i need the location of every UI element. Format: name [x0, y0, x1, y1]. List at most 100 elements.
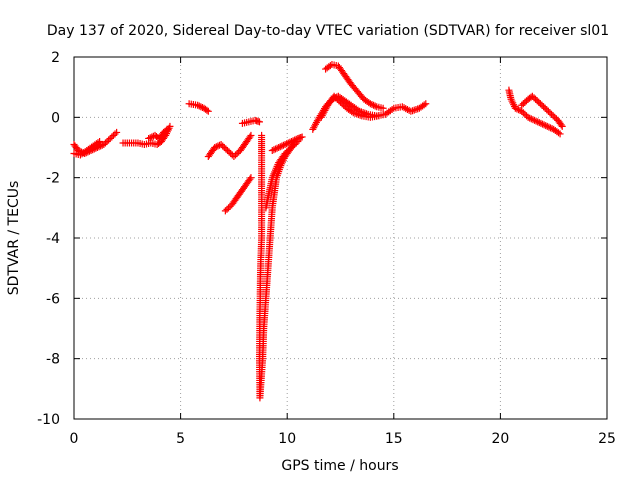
- data-point: [356, 111, 364, 119]
- data-point: [113, 128, 121, 136]
- data-point: [528, 92, 536, 100]
- data-point: [518, 101, 526, 109]
- series-track-03: [119, 122, 174, 148]
- data-point: [532, 117, 540, 125]
- data-point: [225, 148, 233, 156]
- data-point: [543, 122, 551, 130]
- data-point: [529, 116, 537, 124]
- data-point: [371, 102, 379, 110]
- series-track-08: [238, 116, 263, 127]
- data-point: [338, 100, 346, 108]
- data-point: [410, 106, 418, 114]
- data-point: [407, 107, 415, 115]
- data-point: [211, 144, 219, 151]
- data-point: [291, 136, 299, 144]
- data-point: [521, 110, 529, 118]
- series-track-16: [518, 92, 566, 130]
- y-tick-label: -10: [37, 412, 60, 428]
- data-point: [541, 104, 549, 112]
- y-tick-label: -6: [46, 291, 60, 307]
- x-tick-label: 20: [491, 431, 509, 447]
- data-point: [351, 109, 359, 117]
- series-track-10: [262, 137, 302, 212]
- data-point: [420, 101, 428, 109]
- data-point: [222, 145, 230, 153]
- data-point: [281, 140, 289, 148]
- series-track-09: [255, 131, 298, 402]
- data-point: [375, 112, 383, 120]
- data-point: [537, 119, 545, 127]
- grid-lines: [74, 57, 607, 419]
- x-tick-label: 10: [278, 431, 296, 447]
- data-point: [543, 106, 551, 114]
- data-point: [233, 150, 241, 158]
- data-point: [276, 143, 284, 151]
- data-point: [100, 140, 108, 148]
- data-point: [255, 118, 263, 126]
- y-tick-label: -8: [46, 352, 60, 368]
- y-tick-label: 0: [51, 110, 60, 126]
- data-point: [164, 125, 172, 133]
- data-point: [521, 98, 529, 106]
- data-point: [284, 147, 292, 155]
- data-point: [101, 139, 109, 147]
- data-point: [366, 100, 374, 108]
- data-point: [220, 144, 228, 151]
- data-point: [527, 115, 535, 123]
- y-tick-label: -4: [46, 231, 60, 247]
- data-point: [518, 107, 526, 115]
- data-point: [286, 138, 294, 146]
- data-point: [554, 129, 562, 137]
- data-point: [103, 137, 111, 145]
- data-point: [538, 101, 546, 109]
- data-point: [283, 140, 291, 148]
- data-point: [217, 140, 225, 148]
- data-point: [279, 141, 287, 149]
- data-points: [70, 61, 566, 402]
- data-point: [219, 142, 227, 150]
- series-track-12: [309, 92, 430, 133]
- data-point: [289, 137, 297, 145]
- data-point: [534, 118, 542, 126]
- data-point: [533, 97, 541, 105]
- series-track-02: [70, 137, 104, 159]
- series-track-14: [317, 92, 383, 121]
- data-point: [197, 103, 205, 111]
- data-point: [275, 144, 283, 151]
- series-track-11: [268, 133, 306, 155]
- data-point: [354, 111, 362, 119]
- data-point: [558, 122, 566, 130]
- data-point: [330, 92, 338, 100]
- data-point: [545, 123, 553, 131]
- data-point: [111, 130, 119, 138]
- data-point: [146, 134, 154, 142]
- data-point: [246, 175, 254, 183]
- data-point: [546, 109, 554, 117]
- data-point: [109, 131, 117, 139]
- data-point: [540, 121, 548, 129]
- data-point: [284, 139, 292, 147]
- data-point: [195, 102, 203, 110]
- series-track-04: [145, 125, 172, 142]
- data-point: [225, 204, 233, 212]
- data-point: [271, 145, 279, 153]
- y-tick-label: -2: [46, 171, 60, 187]
- data-point: [326, 62, 334, 70]
- data-point: [535, 98, 543, 106]
- data-point: [379, 104, 387, 112]
- y-tick-label: 2: [51, 50, 60, 66]
- data-point: [230, 153, 238, 161]
- series-track-13: [322, 61, 387, 112]
- data-point: [542, 122, 550, 130]
- axis-ticks: 0 5 10 15 20 25 -10 -8 -6 -4 -2 0 2: [37, 50, 616, 447]
- x-tick-label: 25: [598, 431, 616, 447]
- data-point: [203, 106, 211, 114]
- data-point: [524, 113, 532, 121]
- data-point: [422, 100, 430, 108]
- data-point: [556, 130, 564, 138]
- data-point: [370, 101, 378, 109]
- chart-title: Day 137 of 2020, Sidereal Day-to-day VTE…: [47, 23, 609, 39]
- data-point: [539, 120, 547, 128]
- data-point: [94, 139, 102, 147]
